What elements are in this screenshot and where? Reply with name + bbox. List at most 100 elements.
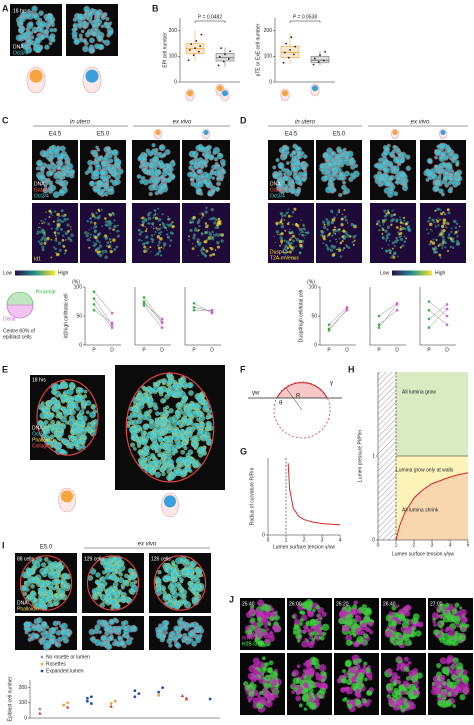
point [345, 306, 349, 309]
nucleus [41, 562, 47, 568]
icon-epiblast [222, 90, 228, 97]
signal [338, 211, 340, 213]
tick-label: 0 [24, 715, 27, 721]
nucleus [199, 425, 204, 430]
signal [117, 224, 119, 227]
signal [252, 684, 257, 689]
micrograph [15, 616, 77, 651]
tick-label: 2 [303, 537, 306, 543]
signal [61, 234, 65, 238]
signal [397, 676, 401, 680]
nucleus [216, 164, 221, 168]
nucleus [53, 148, 60, 155]
signal [159, 227, 162, 230]
signal [95, 211, 98, 215]
nucleus [203, 153, 210, 160]
signal [55, 235, 57, 238]
signal [326, 235, 329, 238]
nucleus [33, 29, 38, 34]
signal [381, 236, 385, 239]
group-label: ex vivo [173, 120, 192, 126]
nucleus [169, 588, 176, 595]
signal [396, 680, 402, 685]
signal [96, 216, 100, 220]
signal [92, 244, 95, 247]
nucleus [51, 627, 57, 633]
nucleus [51, 144, 57, 150]
signal [104, 217, 107, 220]
nucleus [188, 420, 194, 426]
signal [436, 662, 442, 669]
signal [445, 226, 448, 229]
nucleus [91, 420, 96, 425]
signal [443, 212, 447, 216]
signal [88, 229, 90, 231]
signal [395, 604, 400, 608]
signal [43, 232, 46, 235]
nucleus [159, 466, 165, 473]
signal [435, 225, 438, 228]
embryo-icon [391, 128, 399, 140]
signal [166, 229, 168, 232]
point [224, 53, 226, 56]
signal [257, 611, 262, 616]
signal [405, 627, 412, 635]
signal [92, 241, 94, 244]
nucleus [44, 44, 50, 50]
signal [105, 223, 109, 227]
signal [256, 616, 262, 622]
nucleus [53, 602, 58, 606]
nucleus [272, 165, 277, 170]
nucleus [97, 592, 102, 597]
nucleus [220, 168, 226, 174]
pair-line [428, 301, 448, 317]
signal [147, 248, 149, 250]
nucleus [107, 188, 115, 196]
signal [440, 209, 442, 212]
signal [437, 682, 441, 686]
signal [323, 223, 326, 226]
signal [150, 211, 153, 214]
hatched-region [378, 372, 396, 540]
signal [353, 600, 358, 606]
nucleus [75, 406, 80, 411]
nucleus [441, 161, 448, 168]
nucleus [72, 23, 78, 28]
signal [145, 235, 149, 239]
point [427, 326, 431, 329]
signal [279, 211, 284, 216]
signal [368, 687, 374, 693]
signal [280, 243, 283, 245]
signal [340, 217, 344, 221]
nucleus [124, 596, 131, 603]
signal [395, 638, 404, 646]
nucleus [103, 154, 110, 161]
signal [326, 228, 329, 231]
signal [144, 226, 147, 228]
nucleus [66, 443, 72, 449]
nucleus [112, 581, 119, 588]
signal [191, 243, 194, 245]
micrograph [115, 365, 225, 490]
nucleus [155, 631, 163, 639]
nucleus [77, 387, 84, 394]
nucleus [348, 157, 354, 164]
signal [400, 707, 406, 712]
signal [293, 613, 297, 618]
signal [98, 244, 103, 248]
signal [288, 250, 292, 254]
signal [200, 232, 204, 236]
nucleus [161, 378, 168, 384]
y-axis-label: Epiblast cell number [7, 676, 13, 721]
embryo-icon [26, 66, 46, 94]
point [445, 323, 449, 327]
signal [245, 684, 251, 691]
point [65, 705, 70, 709]
signal [450, 230, 453, 234]
nucleus [34, 45, 42, 54]
nucleus [206, 422, 211, 426]
nucleus [107, 598, 112, 603]
signal [96, 233, 100, 237]
signal [310, 625, 315, 630]
point [199, 45, 202, 48]
